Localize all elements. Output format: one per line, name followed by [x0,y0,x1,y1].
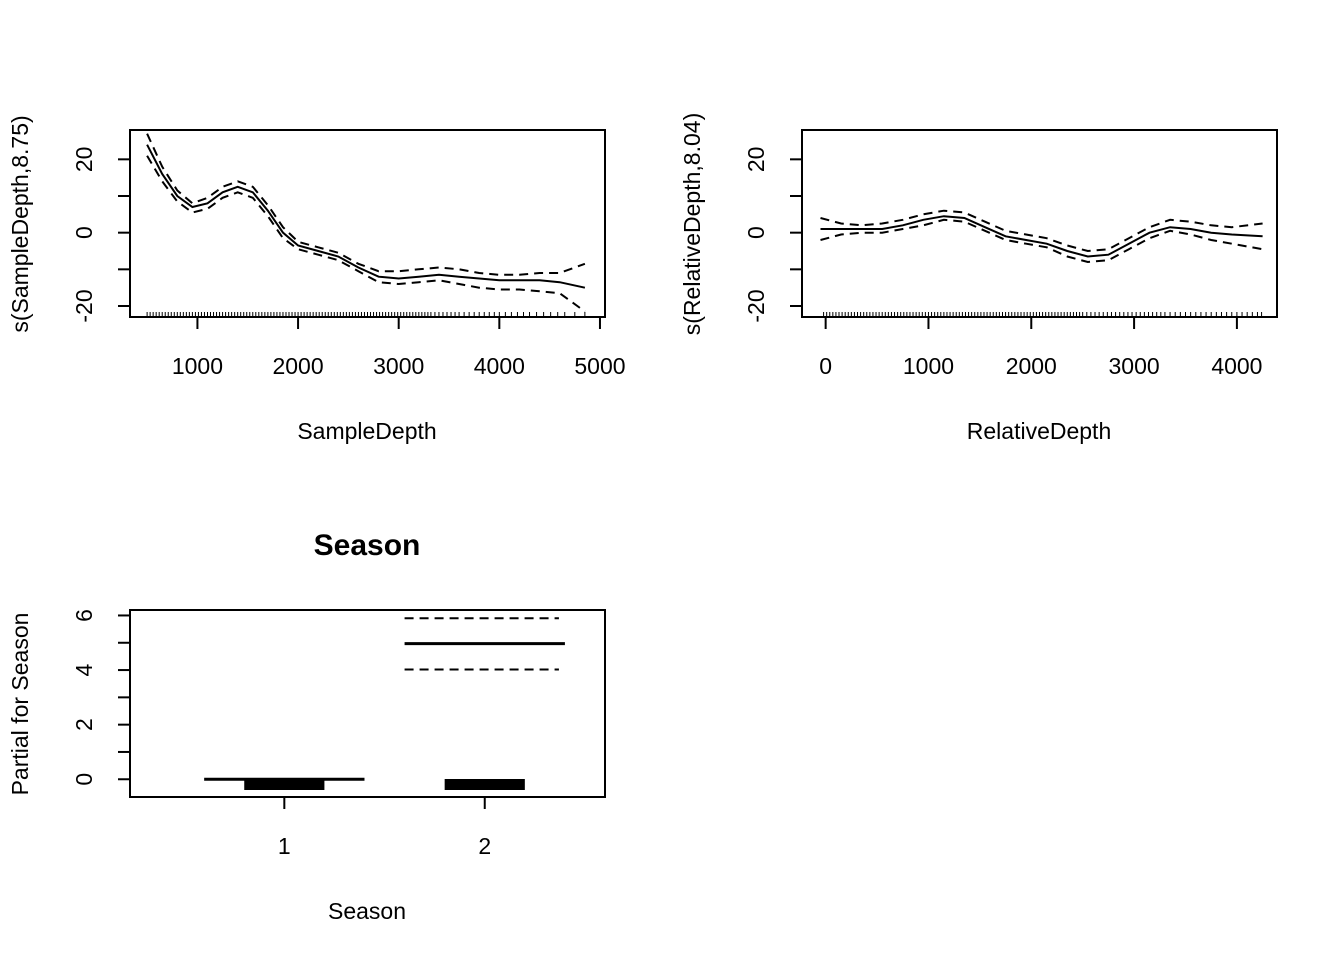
panel-2-upper-curve [820,209,1263,253]
panel-1-series [146,133,586,313]
panel-1-y-label: s(SampleDepth,8.75) [7,115,33,332]
panel-2-y-tick-label: 0 [743,226,769,239]
panel-1-fit-curve [146,144,586,289]
panel-2-y-label: s(RelativeDepth,8.04) [679,113,705,335]
panel-2-y-axis: -20 0 20 [743,147,802,323]
panel-1-y-tick-label: 0 [71,226,97,239]
panel-1-y-axis: -20 0 20 [71,147,130,323]
panel-2-y-tick-label: 20 [743,147,769,173]
panel-1-x-axis: 1000 2000 3000 4000 5000 [172,317,626,379]
panel-2-lower-curve [820,218,1263,264]
panel-1-x-tick-label: 2000 [272,353,323,379]
panel-3-rug-block [244,779,325,790]
panel-2-x-label: RelativeDepth [967,418,1111,444]
panel-2-x-tick-label: 2000 [1006,353,1057,379]
panel-3-y-tick-label: 4 [71,663,97,676]
panel-3-y-label: Partial for Season [7,613,33,796]
panel-3-y-tick-label: 6 [71,609,97,622]
panel-2-x-tick-label: 4000 [1211,353,1262,379]
panel-1-x-tick-label: 5000 [574,353,625,379]
panel-1-frame [129,129,606,318]
panel-1-y-tick-label: 20 [71,147,97,173]
panel-2-x-tick-label: 3000 [1109,353,1160,379]
panel-1-x-tick-label: 3000 [373,353,424,379]
panel-3-title: Season [314,529,421,562]
panel-1-x-tick-label: 1000 [172,353,223,379]
panel-3-levels [204,617,565,790]
panel-2-rug [823,312,1263,317]
panel-1-rug [146,312,586,317]
panel-3-y-axis: 0 2 4 6 [71,609,130,786]
panel-2-fit-curve [820,215,1263,258]
panel-1-lower-curve [146,155,586,313]
panel-relative-depth: -20 0 20 0 1000 2000 3000 4000 RelativeDepth s… [679,113,1278,444]
panel-3-rug-block [444,779,525,790]
panel-3-frame [129,609,606,798]
panel-3-x-tick-label: 2 [478,833,491,859]
panel-2-y-tick-label: -20 [743,289,769,322]
panel-2-x-tick-label: 1000 [903,353,954,379]
panel-3-x-tick-label: 1 [278,833,291,859]
panel-1-y-tick-label: -20 [71,289,97,322]
panel-1-x-tick-label: 4000 [474,353,525,379]
panel-2-series [820,209,1263,264]
panel-2-x-tick-label: 0 [819,353,832,379]
panel-2-x-axis: 0 1000 2000 3000 4000 [819,317,1262,379]
panel-3-x-label: Season [328,898,406,924]
panel-3-y-tick-label: 0 [71,773,97,786]
panel-1-x-label: SampleDepth [297,418,436,444]
panel-3-y-tick-label: 2 [71,718,97,731]
